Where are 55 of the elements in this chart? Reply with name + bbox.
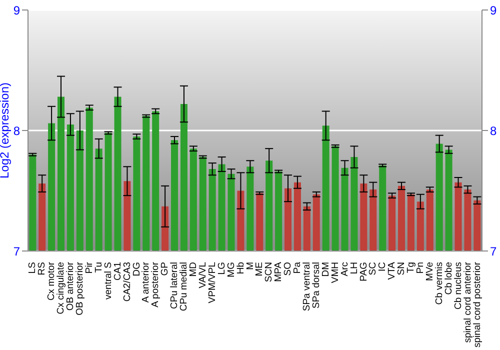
x-tick-label: OB anterior [65, 262, 76, 311]
x-tick-label: A posterior [150, 262, 162, 308]
y2-tick-label: 7 [490, 244, 497, 258]
x-tick-label: ME [254, 262, 266, 276]
x-tick-label: DG [131, 262, 142, 276]
x-tick-label: Pa [292, 261, 304, 274]
x-tick-label: CPu medial [178, 262, 190, 312]
x-tick-label: spinal cord posterior [472, 262, 483, 348]
x-tick-label: LH [348, 262, 360, 274]
x-tick-label: VMH [330, 262, 341, 284]
x-tick-label: LG [216, 262, 228, 275]
x-tick-label: Hb [235, 262, 246, 274]
x-tick-label: Tu [93, 262, 104, 273]
x-tick-label: MD [188, 262, 200, 277]
y-tick-label: 9 [13, 3, 20, 18]
x-tick-label: Arc [339, 262, 350, 276]
x-tick-label: SO [282, 262, 294, 276]
x-tick-label: SPa ventral [302, 262, 313, 312]
x-tick-label: MVe [424, 262, 436, 282]
x-tick-label: OB posterior [74, 262, 86, 316]
x-tick-label: LS [27, 262, 38, 274]
x-tick-label: CA2/CA3 [122, 262, 133, 302]
x-tick-label: CPu lateral [169, 262, 180, 309]
x-tick-label: SC [368, 262, 379, 276]
x-tick-label: MPA [273, 261, 284, 282]
y2-tick-label: 9 [490, 3, 497, 18]
x-tick-label: A anterior [140, 262, 152, 303]
x-tick-label: Cx motor [46, 262, 58, 301]
x-tick-label: M [244, 262, 256, 270]
x-tick-label: SPa dorsal [310, 262, 322, 308]
x-tick-label: VTA [386, 261, 398, 280]
x-tick-label: DM [320, 262, 332, 277]
y-tick-label: 8 [13, 124, 20, 138]
x-tick-label: Pir [84, 262, 95, 274]
x-tick-label: ventral S [102, 262, 114, 300]
x-tick-label: PAG [358, 262, 370, 282]
x-tick-label: Cb lobe [443, 262, 454, 295]
x-tick-label: RS [36, 262, 48, 276]
x-tick-label: spinal cord anterior [462, 262, 474, 343]
x-tick-label: Tg [406, 262, 417, 274]
x-tick-label: VPM/VPL [206, 262, 218, 304]
x-tick-label: Cb vermis [434, 262, 445, 305]
y2-tick-label: 8 [490, 124, 497, 138]
x-tick-label: MG [226, 262, 237, 278]
y-axis-title: Log2 (expression) [0, 82, 12, 179]
x-tick-label: IC [377, 262, 388, 272]
x-tick-label: VA/VL [197, 262, 208, 288]
y-tick-label: 7 [13, 244, 20, 258]
x-tick-label: Cb nucleus [452, 262, 464, 310]
x-tick-label: Pn [415, 262, 426, 274]
x-tick-label: GP [160, 262, 171, 276]
x-tick-label: Cx cingulate [56, 262, 67, 314]
x-tick-label: CA1 [112, 262, 124, 280]
x-tick-label: SCN [264, 262, 275, 282]
x-tick-label: SN [396, 262, 408, 276]
